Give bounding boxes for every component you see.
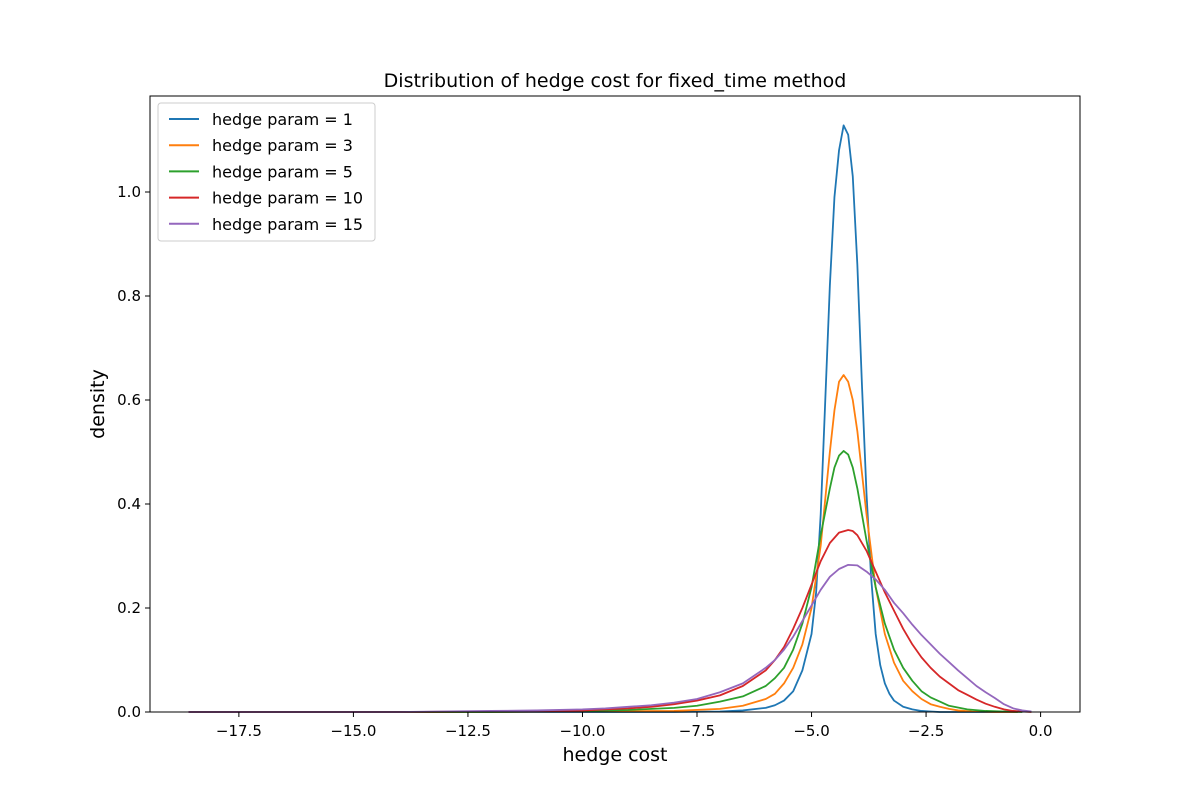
legend-label-2: hedge param = 3 bbox=[212, 136, 353, 155]
x-axis-label: hedge cost bbox=[562, 744, 667, 766]
x-tick-label: −17.5 bbox=[216, 722, 262, 740]
series-line-2 bbox=[188, 374, 1018, 713]
legend-label-4: hedge param = 10 bbox=[212, 189, 363, 208]
legend-label-3: hedge param = 5 bbox=[212, 162, 353, 181]
x-tick-label: 0.0 bbox=[1029, 722, 1053, 740]
plot-frame bbox=[149, 95, 1081, 713]
series-line-5 bbox=[188, 563, 1032, 713]
x-tick-label: −12.5 bbox=[445, 722, 491, 740]
y-tick-label: 0.0 bbox=[117, 703, 141, 721]
series-line-4 bbox=[188, 529, 1032, 713]
series-line-3 bbox=[188, 450, 1023, 713]
y-axis-label: density bbox=[87, 369, 109, 439]
legend-label-1: hedge param = 1 bbox=[212, 110, 353, 129]
x-tick-label: −15.0 bbox=[330, 722, 376, 740]
x-tick-label: −2.5 bbox=[908, 722, 944, 740]
y-tick-label: 1.0 bbox=[117, 183, 141, 201]
x-tick-label: −10.0 bbox=[559, 722, 605, 740]
x-tick-label: −7.5 bbox=[679, 722, 715, 740]
y-tick-label: 0.4 bbox=[117, 495, 141, 513]
legend-label-5: hedge param = 15 bbox=[212, 215, 363, 234]
y-tick-label: 0.6 bbox=[117, 391, 141, 409]
legend-box bbox=[157, 102, 376, 242]
y-tick-label: 0.8 bbox=[117, 287, 141, 305]
x-tick-label: −5.0 bbox=[793, 722, 829, 740]
series-line-1 bbox=[188, 124, 1018, 713]
legend: hedge param = 1 hedge param = 3 hedge para… bbox=[157, 102, 376, 242]
y-tick-label: 0.2 bbox=[117, 599, 141, 617]
chart-title: Distribution of hedge cost for fixed_tim… bbox=[384, 70, 847, 92]
